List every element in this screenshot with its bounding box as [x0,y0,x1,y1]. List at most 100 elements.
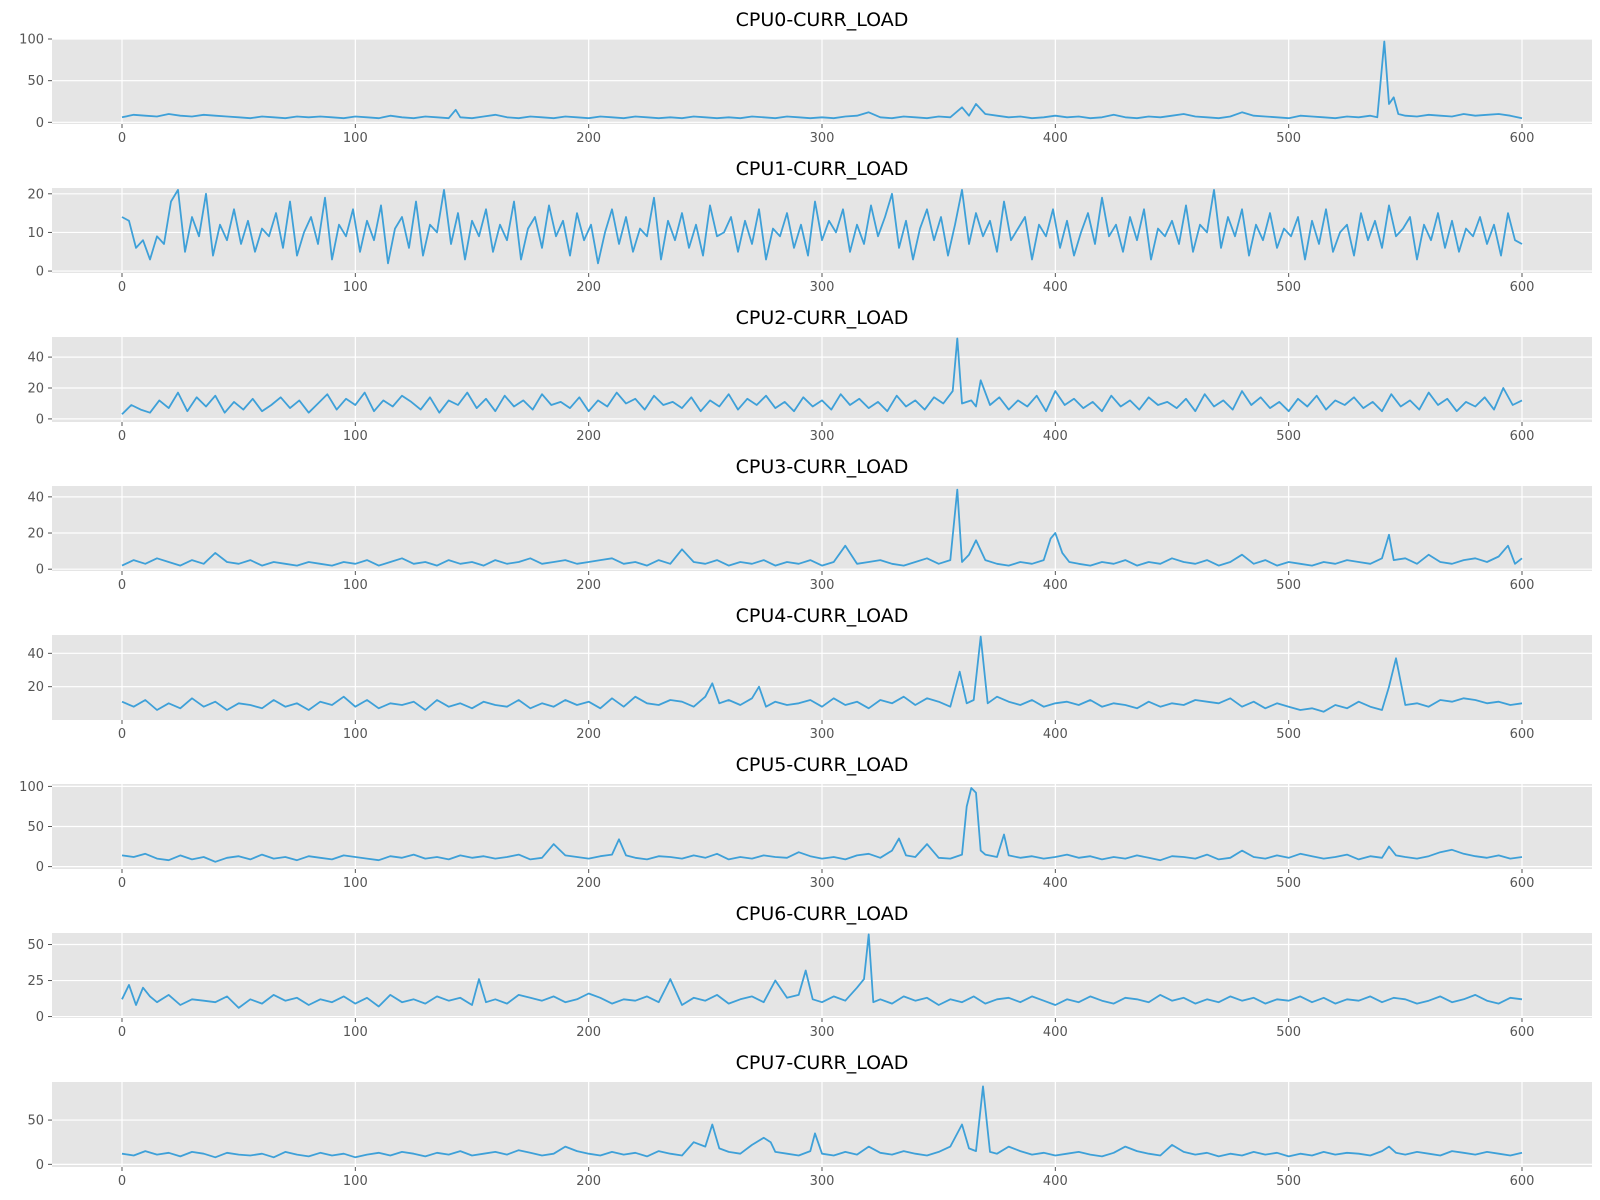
x-tick-label: 300 [810,1174,835,1189]
x-tick-label: 0 [118,578,126,593]
x-tick-label: 400 [1043,131,1068,146]
y-tick-label: 50 [27,820,44,835]
x-tick-label: 400 [1043,727,1068,742]
panel-title: CPU4-CURR_LOAD [736,605,909,627]
chart-panel: CPU7-CURR_LOAD 0 100 200 300 400 500 600 0 50 [27,1052,1592,1189]
series-line [121,40,1523,120]
y-tick-label: 20 [27,680,44,695]
x-tick-label: 100 [343,280,368,295]
x-tick-label: 0 [118,876,126,891]
x-tick-label: 400 [1043,1025,1068,1040]
y-tick-label: 0 [36,860,44,875]
y-tick-label: 0 [36,116,44,131]
y-tick-label: 40 [27,647,44,662]
chart-panel: CPU3-CURR_LOAD 0 100 200 300 400 500 600 0 20 40 [27,456,1592,593]
x-tick-label: 500 [1276,876,1301,891]
x-tick-label: 500 [1276,727,1301,742]
y-tick-label: 0 [36,1010,44,1025]
x-tick-label: 500 [1276,578,1301,593]
x-tick-label: 400 [1043,429,1068,444]
x-tick-label: 600 [1510,1174,1535,1189]
series-line [121,787,1523,863]
y-tick-label: 100 [19,780,44,795]
x-tick-label: 400 [1043,876,1068,891]
x-tick-label: 500 [1276,429,1301,444]
x-tick-label: 100 [343,429,368,444]
y-tick-label: 50 [27,1114,44,1129]
chart-panel: CPU1-CURR_LOAD 0 100 200 300 400 500 600 0 10 20 [27,158,1592,295]
y-tick-label: 0 [36,412,44,427]
panel-title: CPU3-CURR_LOAD [736,456,909,478]
panel-title: CPU7-CURR_LOAD [736,1052,909,1074]
x-tick-label: 0 [118,280,126,295]
series-line [121,933,1523,1009]
y-tick-label: 40 [27,490,44,505]
x-tick-label: 100 [343,727,368,742]
x-tick-label: 500 [1276,131,1301,146]
x-tick-label: 300 [810,578,835,593]
x-tick-label: 300 [810,876,835,891]
panel-title: CPU1-CURR_LOAD [736,158,909,180]
panel-title: CPU2-CURR_LOAD [736,307,909,329]
x-tick-label: 600 [1510,280,1535,295]
x-tick-label: 200 [576,578,601,593]
y-tick-label: 20 [27,382,44,397]
x-tick-label: 600 [1510,429,1535,444]
x-tick-label: 600 [1510,578,1535,593]
x-tick-label: 200 [576,280,601,295]
x-tick-label: 200 [576,429,601,444]
x-tick-label: 300 [810,131,835,146]
series-line [121,188,1523,265]
x-tick-label: 100 [343,876,368,891]
x-tick-label: 500 [1276,1174,1301,1189]
x-tick-label: 500 [1276,280,1301,295]
x-tick-label: 100 [343,1174,368,1189]
series-line [121,488,1523,567]
x-tick-label: 600 [1510,1025,1535,1040]
series-line [121,337,1523,415]
x-tick-label: 300 [810,429,835,444]
x-tick-label: 100 [343,578,368,593]
x-tick-label: 300 [810,280,835,295]
y-tick-label: 25 [27,974,44,989]
y-tick-label: 20 [27,187,44,202]
chart-panel: CPU2-CURR_LOAD 0 100 200 300 400 500 600 0 20 40 [27,307,1592,444]
y-tick-label: 0 [36,1158,44,1173]
x-tick-label: 0 [118,727,126,742]
x-tick-label: 200 [576,876,601,891]
x-tick-label: 100 [343,1025,368,1040]
x-tick-label: 600 [1510,876,1535,891]
panel-title: CPU5-CURR_LOAD [736,754,909,776]
y-tick-label: 40 [27,351,44,366]
y-tick-label: 20 [27,527,44,542]
x-tick-label: 200 [576,1025,601,1040]
y-tick-label: 0 [36,265,44,280]
x-tick-label: 200 [576,1174,601,1189]
chart-panel: CPU0-CURR_LOAD 0 100 200 300 400 500 600 0 50 100 [19,9,1592,146]
y-tick-label: 100 [19,33,44,48]
x-tick-label: 300 [810,1025,835,1040]
panel-title: CPU0-CURR_LOAD [736,9,909,31]
x-tick-label: 400 [1043,1174,1068,1189]
x-tick-label: 400 [1043,280,1068,295]
x-tick-label: 100 [343,131,368,146]
x-tick-label: 0 [118,429,126,444]
x-tick-label: 0 [118,1174,126,1189]
x-tick-label: 200 [576,727,601,742]
x-tick-label: 600 [1510,727,1535,742]
chart-panel: CPU6-CURR_LOAD 0 100 200 300 400 500 600 0 25 50 [27,903,1592,1040]
series-line [121,1085,1523,1159]
series-line [121,635,1523,713]
chart-panel: CPU4-CURR_LOAD 0 100 200 300 400 500 600 20 40 [27,605,1592,742]
x-tick-label: 300 [810,727,835,742]
chart-panel: CPU5-CURR_LOAD 0 100 200 300 400 500 600 0 50 100 [19,754,1592,891]
x-tick-label: 400 [1043,578,1068,593]
y-tick-label: 0 [36,563,44,578]
x-tick-label: 600 [1510,131,1535,146]
y-tick-label: 50 [27,74,44,89]
panel-title: CPU6-CURR_LOAD [736,903,909,925]
x-tick-label: 200 [576,131,601,146]
